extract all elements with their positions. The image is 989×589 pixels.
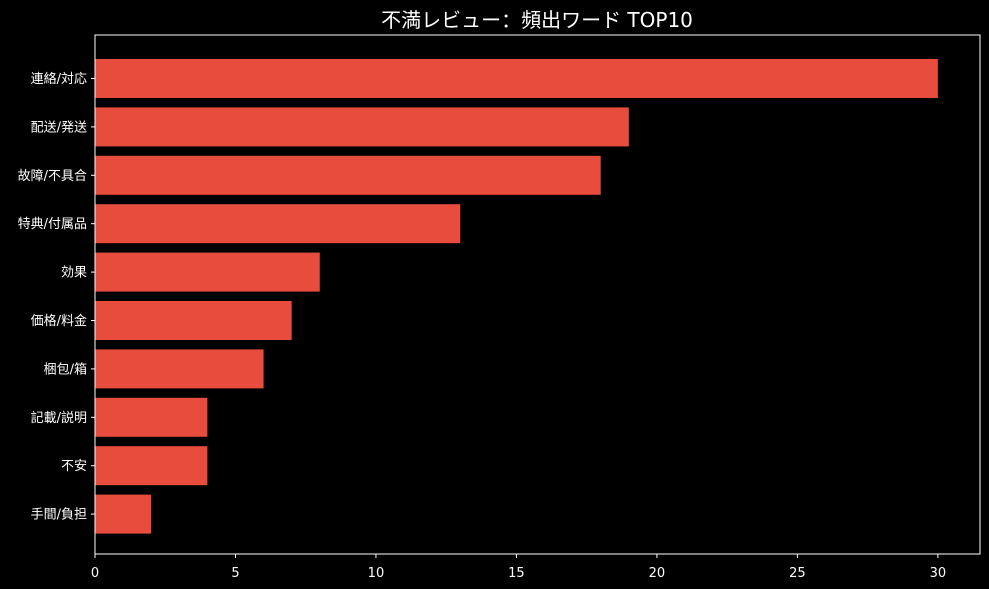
bar xyxy=(95,349,264,389)
x-tick-label: 20 xyxy=(649,566,666,581)
category-labels: 連絡/対応配送/発送故障/不具合特典/付属品効果価格/料金梱包/箱記載/説明不安… xyxy=(18,71,95,523)
x-tick-label: 10 xyxy=(368,566,385,581)
category-label: 連絡/対応 xyxy=(31,71,87,87)
bar xyxy=(95,204,461,244)
bar xyxy=(95,59,938,98)
bars-group xyxy=(95,59,938,534)
category-label: 特典/付属品 xyxy=(18,217,87,232)
category-label: 記載/説明 xyxy=(31,410,87,426)
x-axis-ticks: 0 5 10 15 20 25 30 xyxy=(91,554,946,581)
plot-frame xyxy=(94,34,981,555)
x-tick-label: 5 xyxy=(231,566,239,581)
category-label: 不安 xyxy=(61,459,87,474)
bar xyxy=(95,107,629,147)
bar xyxy=(95,397,208,437)
x-tick-label: 0 xyxy=(91,566,99,581)
bar xyxy=(95,446,208,486)
category-label: 梱包/箱 xyxy=(44,361,87,377)
bar xyxy=(95,494,152,534)
bar xyxy=(95,252,320,292)
category-label: 故障/不具合 xyxy=(18,169,87,184)
x-tick-label: 30 xyxy=(930,566,947,581)
x-tick-label: 15 xyxy=(508,566,525,581)
category-label: 価格/料金 xyxy=(31,313,87,329)
bar xyxy=(95,155,601,195)
bar xyxy=(95,301,292,340)
category-label: 効果 xyxy=(61,266,87,281)
chart-title: 不満レビュー：頻出ワード TOP10 xyxy=(381,8,693,32)
x-tick-label: 25 xyxy=(789,566,806,581)
category-label: 手間/負担 xyxy=(31,508,87,523)
category-label: 配送/発送 xyxy=(31,120,87,135)
